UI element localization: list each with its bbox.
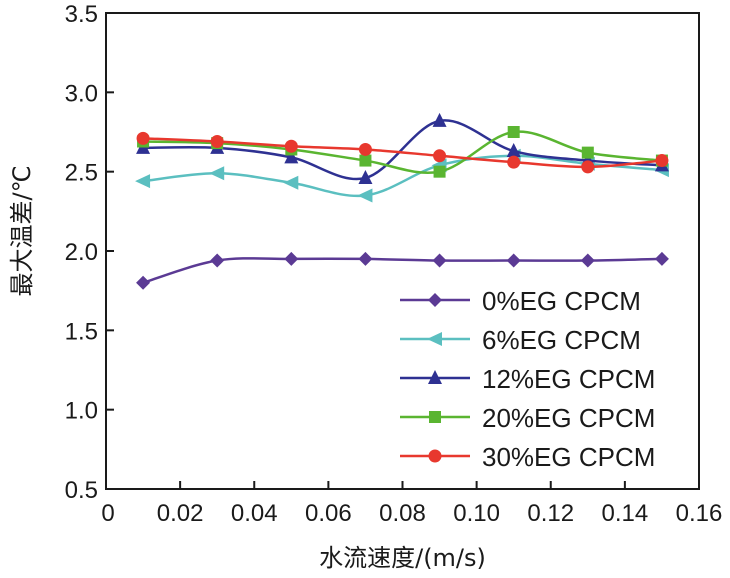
y-tick-label: 3.0: [65, 80, 98, 107]
axes: 0 0.02 0.04 0.06 0.08 0.10 0.12 0.14 0.16 0.5 1.0 1…: [65, 1, 723, 527]
y-axis-title: 最大温差/℃: [8, 165, 36, 296]
legend-item: 30%EG CPCM: [400, 442, 655, 472]
legend-label: 12%EG CPCM: [482, 364, 655, 394]
legend-item: 6%EG CPCM: [400, 325, 641, 355]
x-tick-label: 0: [101, 500, 114, 527]
data-point-diamond: [654, 251, 669, 266]
data-point-circle: [433, 149, 447, 163]
data-point-circle: [507, 155, 521, 169]
data-point-circle: [136, 131, 150, 145]
y-tick-label: 3.5: [65, 1, 98, 28]
data-point-diamond: [358, 251, 373, 266]
data-point-triangle-up: [432, 112, 447, 127]
series-line: [143, 119, 663, 181]
series-line: [143, 137, 663, 169]
data-point-circle: [581, 160, 595, 174]
y-tick-label: 1.5: [65, 318, 98, 345]
data-point-square: [581, 146, 594, 159]
data-point-circle: [210, 135, 224, 149]
y-tick-label: 2.5: [65, 160, 98, 187]
y-tick-label: 2.0: [65, 239, 98, 266]
data-point-square: [359, 154, 372, 167]
legend-item: 20%EG CPCM: [400, 403, 655, 433]
y-tick-label: 1.0: [65, 398, 98, 425]
legend-label: 30%EG CPCM: [482, 442, 655, 472]
x-tick-label: 0.14: [602, 500, 649, 527]
data-point-square: [507, 126, 520, 138]
legend-marker-triangle-up: [428, 370, 442, 384]
series-line: [143, 130, 663, 174]
x-tick-label: 0.08: [379, 500, 426, 527]
legend-item: 12%EG CPCM: [400, 364, 655, 394]
data-point-square: [433, 165, 446, 178]
x-tick-label: 0.02: [157, 500, 204, 527]
data-point-diamond: [506, 253, 521, 268]
legend-label: 20%EG CPCM: [482, 403, 655, 433]
data-point-diamond: [210, 253, 225, 268]
data-point-diamond: [136, 275, 151, 290]
data-point-triangle-left: [357, 188, 373, 203]
series-0: [136, 251, 669, 290]
data-point-triangle-up: [358, 170, 373, 185]
data-point-circle: [284, 139, 298, 153]
data-point-diamond: [432, 253, 447, 268]
x-tick-label: 0.06: [305, 500, 352, 527]
legend-marker-triangle-left: [427, 332, 442, 346]
legend-marker-square: [429, 411, 441, 423]
x-tick-label: 0.10: [453, 500, 500, 527]
data-point-triangle-left: [135, 174, 151, 189]
x-tick-label: 0.04: [231, 500, 278, 527]
y-tick-label: 0.5: [65, 477, 98, 504]
series-line: [142, 154, 663, 198]
legend-item: 0%EG CPCM: [400, 286, 641, 316]
series-4: [136, 131, 669, 174]
x-tick-label: 0.16: [676, 500, 723, 527]
legend: 0%EG CPCM 6%EG CPCM 12%EG CPCM 20%EG CPCM 30…: [400, 286, 655, 472]
x-tick-label: 0.12: [527, 500, 574, 527]
data-point-triangle-up: [284, 149, 299, 164]
data-point-circle: [655, 154, 669, 168]
data-point-diamond: [580, 253, 595, 268]
series-layer: [135, 112, 669, 290]
x-axis-title: 水流速度/(m/s): [319, 544, 486, 572]
data-point-circle: [358, 142, 372, 156]
legend-marker-circle: [428, 449, 442, 463]
data-point-triangle-up: [506, 143, 521, 158]
data-point-diamond: [284, 251, 299, 266]
legend-label: 0%EG CPCM: [482, 286, 641, 316]
data-point-triangle-left: [283, 175, 299, 190]
data-point-triangle-left: [209, 166, 225, 181]
legend-marker-diamond: [428, 293, 442, 307]
legend-label: 6%EG CPCM: [482, 325, 641, 355]
